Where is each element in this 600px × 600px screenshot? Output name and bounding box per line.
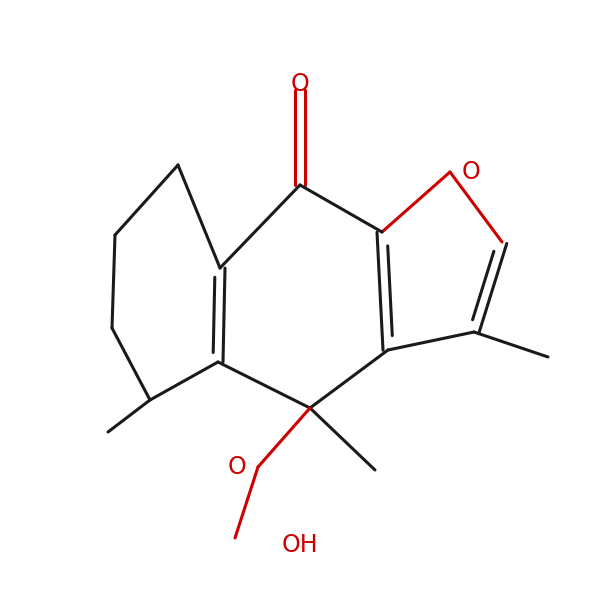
Text: O: O: [227, 455, 246, 479]
Text: O: O: [462, 160, 481, 184]
Text: O: O: [290, 72, 310, 96]
Text: OH: OH: [281, 533, 319, 557]
